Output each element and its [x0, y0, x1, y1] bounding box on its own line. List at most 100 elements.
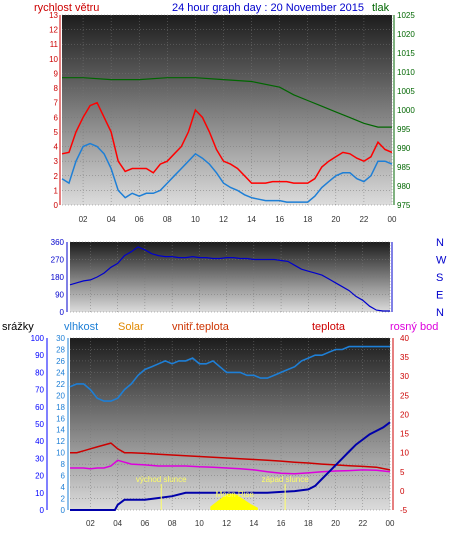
- temperature-axis-title: teplota: [312, 321, 346, 333]
- humidity-axis-tick: 10: [56, 449, 65, 458]
- humidity-axis-tick: 6: [61, 472, 66, 481]
- solar-label: Solar: [118, 321, 144, 333]
- solar-area: [210, 492, 258, 510]
- x-tick-label: 10: [195, 519, 204, 528]
- humidity-axis-tick: 14: [56, 426, 65, 435]
- x-tick-label: 04: [107, 215, 116, 224]
- pressure-axis-title: tlak: [372, 2, 390, 14]
- rain-line: [70, 421, 391, 511]
- pressure-axis-tick: 1025: [397, 11, 415, 20]
- temperature-axis-tick: -5: [400, 506, 408, 515]
- wind-axis-tick: 5: [54, 128, 59, 137]
- temperature-axis-tick: 25: [400, 391, 409, 400]
- temperature-axis-tick: 35: [400, 353, 409, 362]
- x-tick-label: 20: [331, 519, 340, 528]
- rain-axis-tick: 10: [35, 489, 44, 498]
- x-tick-label: 06: [135, 215, 144, 224]
- x-tick-label: 18: [303, 215, 312, 224]
- x-tick-label: 00: [386, 519, 395, 528]
- rain-axis-tick: 60: [35, 403, 44, 412]
- x-tick-label: 16: [277, 519, 286, 528]
- x-tick-label: 22: [358, 519, 367, 528]
- humidity-axis-tick: 24: [56, 368, 65, 377]
- annotation-label: západ slunce: [262, 475, 310, 484]
- rain-axis-tick: 20: [35, 472, 44, 481]
- x-tick-label: 02: [86, 519, 95, 528]
- x-tick-label: 04: [113, 519, 122, 528]
- wind-speed-axis-title: rychlost větru: [34, 2, 99, 14]
- rain-axis-tick: 100: [31, 334, 45, 343]
- x-tick-label: 14: [247, 215, 256, 224]
- rain-axis-tick: 90: [35, 351, 44, 360]
- x-tick-label: 14: [249, 519, 258, 528]
- wind-axis-tick: 13: [49, 11, 58, 20]
- humidity-axis-tick: 12: [56, 437, 65, 446]
- pressure-axis-tick: 990: [397, 144, 411, 153]
- rain-axis-tick: 0: [40, 506, 45, 515]
- wind-axis-tick: 12: [49, 26, 58, 35]
- x-tick-label: 00: [388, 215, 397, 224]
- compass-label: N: [436, 307, 444, 319]
- dew-point-line: [70, 459, 391, 475]
- temperature-axis-tick: 0: [400, 487, 405, 496]
- pressure-axis-tick: 985: [397, 163, 411, 172]
- pressure-axis-tick: 1020: [397, 30, 415, 39]
- direction-axis-tick: 90: [55, 291, 64, 300]
- pressure-axis-tick: 1000: [397, 106, 415, 115]
- pressure-axis-tick: 975: [397, 201, 411, 210]
- rain-axis-tick: 50: [35, 420, 44, 429]
- wind-axis-tick: 6: [54, 113, 59, 122]
- pressure-line: [62, 77, 392, 128]
- wind-axis-tick: 10: [49, 55, 58, 64]
- indoor-temp-line: [70, 442, 391, 471]
- annotation-label: Moon Rise: [216, 490, 255, 499]
- dew-point-label: rosný bod: [390, 321, 438, 333]
- rain-axis-tick: 40: [35, 437, 44, 446]
- wind-axis-tick: 3: [54, 157, 59, 166]
- pressure-axis-tick: 1015: [397, 49, 415, 58]
- wind-axis-tick: 9: [54, 69, 59, 78]
- wind-direction-line: [69, 246, 390, 312]
- compass-label: S: [436, 272, 443, 284]
- compass-label: E: [436, 290, 443, 302]
- pressure-axis-tick: 1010: [397, 68, 415, 77]
- humidity-line: [69, 345, 390, 402]
- x-tick-label: 16: [275, 215, 284, 224]
- direction-axis-tick: 270: [51, 256, 65, 265]
- wind-pressure-plot-area: [62, 15, 392, 205]
- humidity-axis-tick: 30: [56, 334, 65, 343]
- pressure-axis-tick: 995: [397, 125, 411, 134]
- temp-humidity-plot-area: [70, 338, 390, 510]
- rain-axis-tick: 30: [35, 454, 44, 463]
- x-tick-label: 08: [168, 519, 177, 528]
- humidity-axis-title: vlhkost: [64, 321, 98, 333]
- humidity-axis-tick: 26: [56, 357, 65, 366]
- x-tick-label: 08: [163, 215, 172, 224]
- annotation-label: východ slunce: [136, 475, 187, 484]
- wind-axis-tick: 2: [54, 172, 59, 181]
- humidity-axis-tick: 20: [56, 391, 65, 400]
- x-tick-label: 20: [331, 215, 340, 224]
- temperature-axis-tick: 10: [400, 449, 409, 458]
- x-tick-label: 12: [222, 519, 231, 528]
- pressure-axis-tick: 980: [397, 182, 411, 191]
- wind-axis-tick: 11: [50, 40, 59, 49]
- x-tick-label: 18: [304, 519, 313, 528]
- direction-axis-tick: 180: [51, 273, 65, 282]
- humidity-axis-tick: 28: [56, 345, 65, 354]
- wind-speed-line: [61, 142, 393, 203]
- wind-axis-tick: 8: [54, 84, 59, 93]
- pressure-axis-tick: 1005: [397, 87, 415, 96]
- x-tick-label: 06: [140, 519, 149, 528]
- temperature-axis-tick: 15: [400, 430, 409, 439]
- x-tick-label: 12: [219, 215, 228, 224]
- x-tick-label: 02: [79, 215, 88, 224]
- temperature-axis-tick: 5: [400, 468, 405, 477]
- humidity-axis-tick: 18: [56, 403, 65, 412]
- x-tick-label: 22: [359, 215, 368, 224]
- compass-label: W: [436, 255, 447, 267]
- rain-axis-title: srážky: [2, 321, 34, 333]
- wind-gust-line: [61, 101, 393, 184]
